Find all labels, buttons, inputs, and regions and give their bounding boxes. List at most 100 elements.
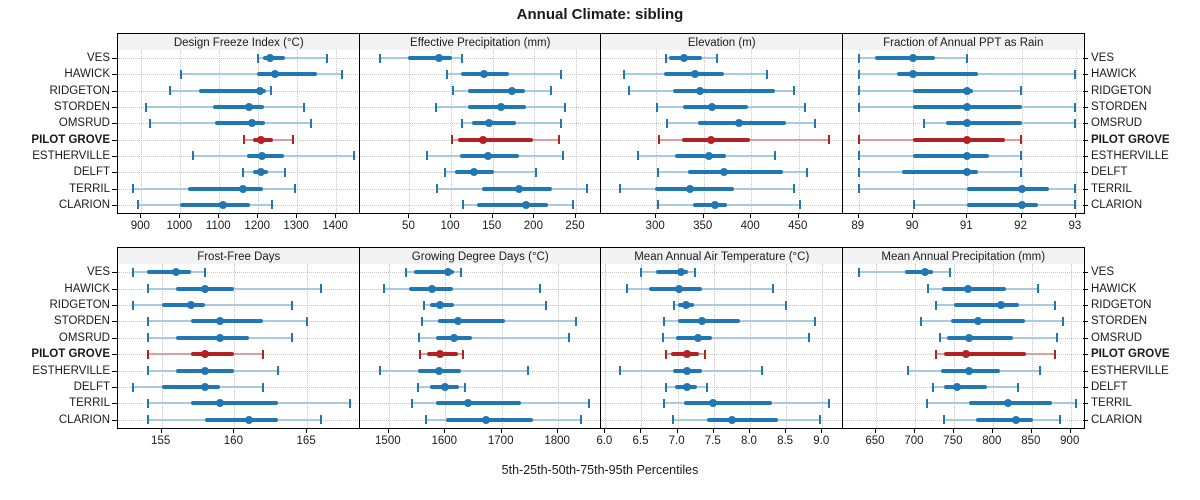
whisker-cap-high bbox=[550, 86, 553, 96]
row-label-right-pilot-grove: PILOT GROVE bbox=[1091, 133, 1170, 146]
axis-tick-label: 900 bbox=[130, 220, 150, 232]
row-label-left-delft: DELFT bbox=[73, 381, 110, 393]
row-tick-left bbox=[112, 305, 117, 306]
whisker-cap-low bbox=[661, 333, 664, 343]
median-dot bbox=[435, 301, 444, 309]
whisker-cap-high bbox=[563, 102, 566, 112]
axis-tick bbox=[1069, 428, 1071, 433]
median-dot bbox=[201, 350, 210, 359]
whisker-cap-low bbox=[939, 333, 942, 343]
median-dot bbox=[215, 317, 224, 326]
median-dot bbox=[682, 301, 691, 309]
gridline-v bbox=[605, 264, 607, 428]
whisker-cap-high bbox=[560, 118, 563, 128]
whisker-range bbox=[383, 287, 541, 290]
row-label-right-hawick: HAWICK bbox=[1091, 68, 1137, 81]
axis-tick-label: 155 bbox=[151, 435, 171, 447]
gridline-v bbox=[914, 264, 916, 428]
iqr-bar bbox=[693, 202, 728, 207]
median-dot bbox=[201, 366, 210, 375]
panel-fraction-of-annual-ppt-as-rain: Fraction of Annual PPT as Rain 89 90 91 92 93 bbox=[841, 33, 1088, 239]
whisker-cap-high bbox=[534, 167, 537, 177]
whisker-cap-high bbox=[827, 135, 830, 145]
gridline-v bbox=[713, 264, 715, 428]
median-dot bbox=[248, 119, 257, 128]
median-dot bbox=[244, 415, 253, 424]
plot-area bbox=[600, 264, 843, 429]
gridline-v bbox=[677, 264, 679, 428]
whisker-cap-high bbox=[562, 151, 565, 161]
whisker-cap-high bbox=[545, 300, 548, 310]
row-tick-left bbox=[112, 139, 117, 141]
axis-tick-label: 1700 bbox=[487, 435, 514, 447]
whisker-cap-low bbox=[858, 167, 861, 177]
median-dot bbox=[695, 86, 704, 95]
whisker-cap-low bbox=[672, 300, 675, 310]
median-dot bbox=[201, 284, 210, 293]
median-dot bbox=[693, 333, 702, 342]
panel-title: Design Freeze Index (°C) bbox=[173, 36, 304, 49]
whisker-cap-low bbox=[618, 184, 621, 194]
median-dot bbox=[428, 284, 437, 293]
whisker-cap-low bbox=[858, 53, 861, 63]
whisker-cap-high bbox=[1020, 135, 1023, 145]
axis-tick-label: 1300 bbox=[283, 220, 309, 232]
whisker-range bbox=[858, 187, 1076, 190]
row-tick-right bbox=[1083, 74, 1088, 76]
gridline-h bbox=[842, 272, 1084, 274]
median-dot bbox=[679, 54, 688, 63]
whisker-cap-low bbox=[383, 284, 386, 294]
whisker-cap-low bbox=[858, 86, 861, 96]
iqr-bar bbox=[913, 153, 990, 158]
gridline-h bbox=[601, 354, 843, 356]
axis-tick bbox=[296, 213, 298, 218]
row-label-right-delft: DELFT bbox=[1091, 166, 1128, 179]
axis-tick-label: 1500 bbox=[375, 435, 401, 447]
iqr-bar bbox=[467, 105, 527, 110]
whisker-cap-low bbox=[663, 398, 666, 408]
whisker-cap-high bbox=[309, 118, 312, 128]
median-dot bbox=[965, 366, 974, 375]
row-label-left-clarion: CLARION bbox=[58, 198, 110, 211]
row-tick-left bbox=[112, 419, 117, 421]
whisker-cap-low bbox=[907, 366, 910, 376]
whisker-cap-high bbox=[291, 300, 294, 310]
whisker-cap-low bbox=[655, 102, 658, 112]
median-dot bbox=[962, 350, 971, 359]
row-tick-left bbox=[112, 74, 117, 76]
panel-frost-free-days: Frost-Free Days 155 160 165 bbox=[112, 247, 360, 454]
median-dot bbox=[436, 350, 445, 359]
median-dot bbox=[507, 86, 516, 95]
page-title: Annual Climate: sibling bbox=[516, 6, 684, 23]
iqr-bar bbox=[677, 319, 740, 324]
whisker-cap-high bbox=[587, 398, 590, 408]
whisker-cap-low bbox=[450, 135, 453, 145]
iqr-bar bbox=[684, 401, 772, 406]
iqr-bar bbox=[943, 352, 1027, 357]
axis-tick bbox=[491, 213, 493, 218]
whisker-cap-low bbox=[146, 316, 149, 326]
axis-tick bbox=[640, 428, 642, 433]
row-label-right-clarion: CLARION bbox=[1091, 413, 1143, 426]
gridline-h bbox=[118, 58, 360, 60]
whisker-cap-low bbox=[436, 184, 439, 194]
axis-tick bbox=[557, 428, 559, 433]
row-tick-right bbox=[1083, 188, 1088, 190]
row-tick-left bbox=[112, 172, 117, 174]
whisker-cap-low bbox=[379, 366, 382, 376]
whisker-cap-high bbox=[1020, 167, 1023, 177]
gridline-v bbox=[1070, 264, 1072, 428]
axis-tick-label: 1800 bbox=[544, 435, 570, 447]
iqr-bar bbox=[673, 88, 775, 93]
median-dot bbox=[444, 268, 453, 277]
gridline-v bbox=[558, 264, 560, 428]
gridline-v bbox=[388, 264, 390, 428]
median-dot bbox=[683, 350, 692, 359]
median-dot bbox=[1012, 415, 1021, 424]
gridline-v bbox=[161, 264, 163, 428]
row-tick-left bbox=[112, 90, 117, 92]
panel-design-freeze-index-c: Design Freeze Index (°C) 900 1000 1100 1200 1… bbox=[112, 33, 360, 239]
row-label-left-ves: VES bbox=[86, 52, 110, 65]
axis-tick bbox=[857, 213, 859, 218]
whisker-cap-low bbox=[132, 300, 135, 310]
